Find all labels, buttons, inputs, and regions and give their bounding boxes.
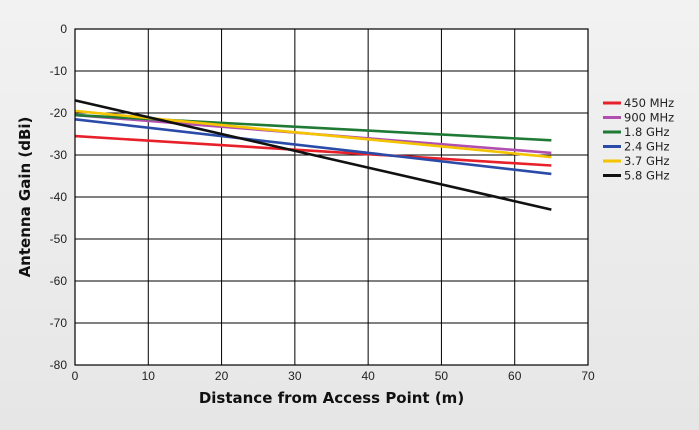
legend-label: 900 MHz — [624, 111, 674, 125]
series-line-5-8-ghz — [74, 99, 552, 211]
x-axis-title: Distance from Access Point (m) — [199, 389, 464, 407]
y-tick-label: -50 — [50, 232, 68, 246]
x-tick-label: 0 — [72, 369, 79, 383]
x-tick-label: 50 — [435, 369, 449, 383]
series-line-450-mhz — [74, 134, 552, 167]
x-tick-label: 30 — [288, 369, 302, 383]
y-axis-title: Antenna Gain (dBi) — [16, 117, 34, 278]
x-tick-label: 20 — [215, 369, 229, 383]
y-tick-label: -80 — [50, 358, 68, 372]
y-tick-label: -40 — [50, 190, 68, 204]
y-tick-label: -70 — [50, 316, 68, 330]
x-tick-label: 10 — [142, 369, 156, 383]
legend-label: 5.8 GHz — [624, 169, 670, 183]
plot-frame — [74, 28, 589, 366]
y-tick-labels: 0 -10 -20 -30 -40 -50 -60 -70 -80 — [50, 22, 68, 372]
legend-label: 450 MHz — [624, 96, 674, 110]
x-tick-label: 40 — [361, 369, 375, 383]
legend-label: 2.4 GHz — [624, 140, 670, 154]
series-line-2-4-ghz — [74, 118, 552, 176]
y-tick-label: -20 — [50, 106, 68, 120]
y-tick-label: -30 — [50, 148, 68, 162]
x-tick-label: 70 — [581, 369, 595, 383]
legend-label: 3.7 GHz — [624, 154, 670, 168]
series-lines — [74, 99, 552, 211]
legend-label: 1.8 GHz — [624, 125, 670, 139]
y-tick-label: -10 — [50, 64, 68, 78]
y-tick-label: -60 — [50, 274, 68, 288]
y-tick-label: 0 — [60, 22, 67, 36]
x-tick-label: 60 — [508, 369, 522, 383]
x-tick-labels: 0 10 20 30 40 50 60 70 — [72, 369, 595, 383]
